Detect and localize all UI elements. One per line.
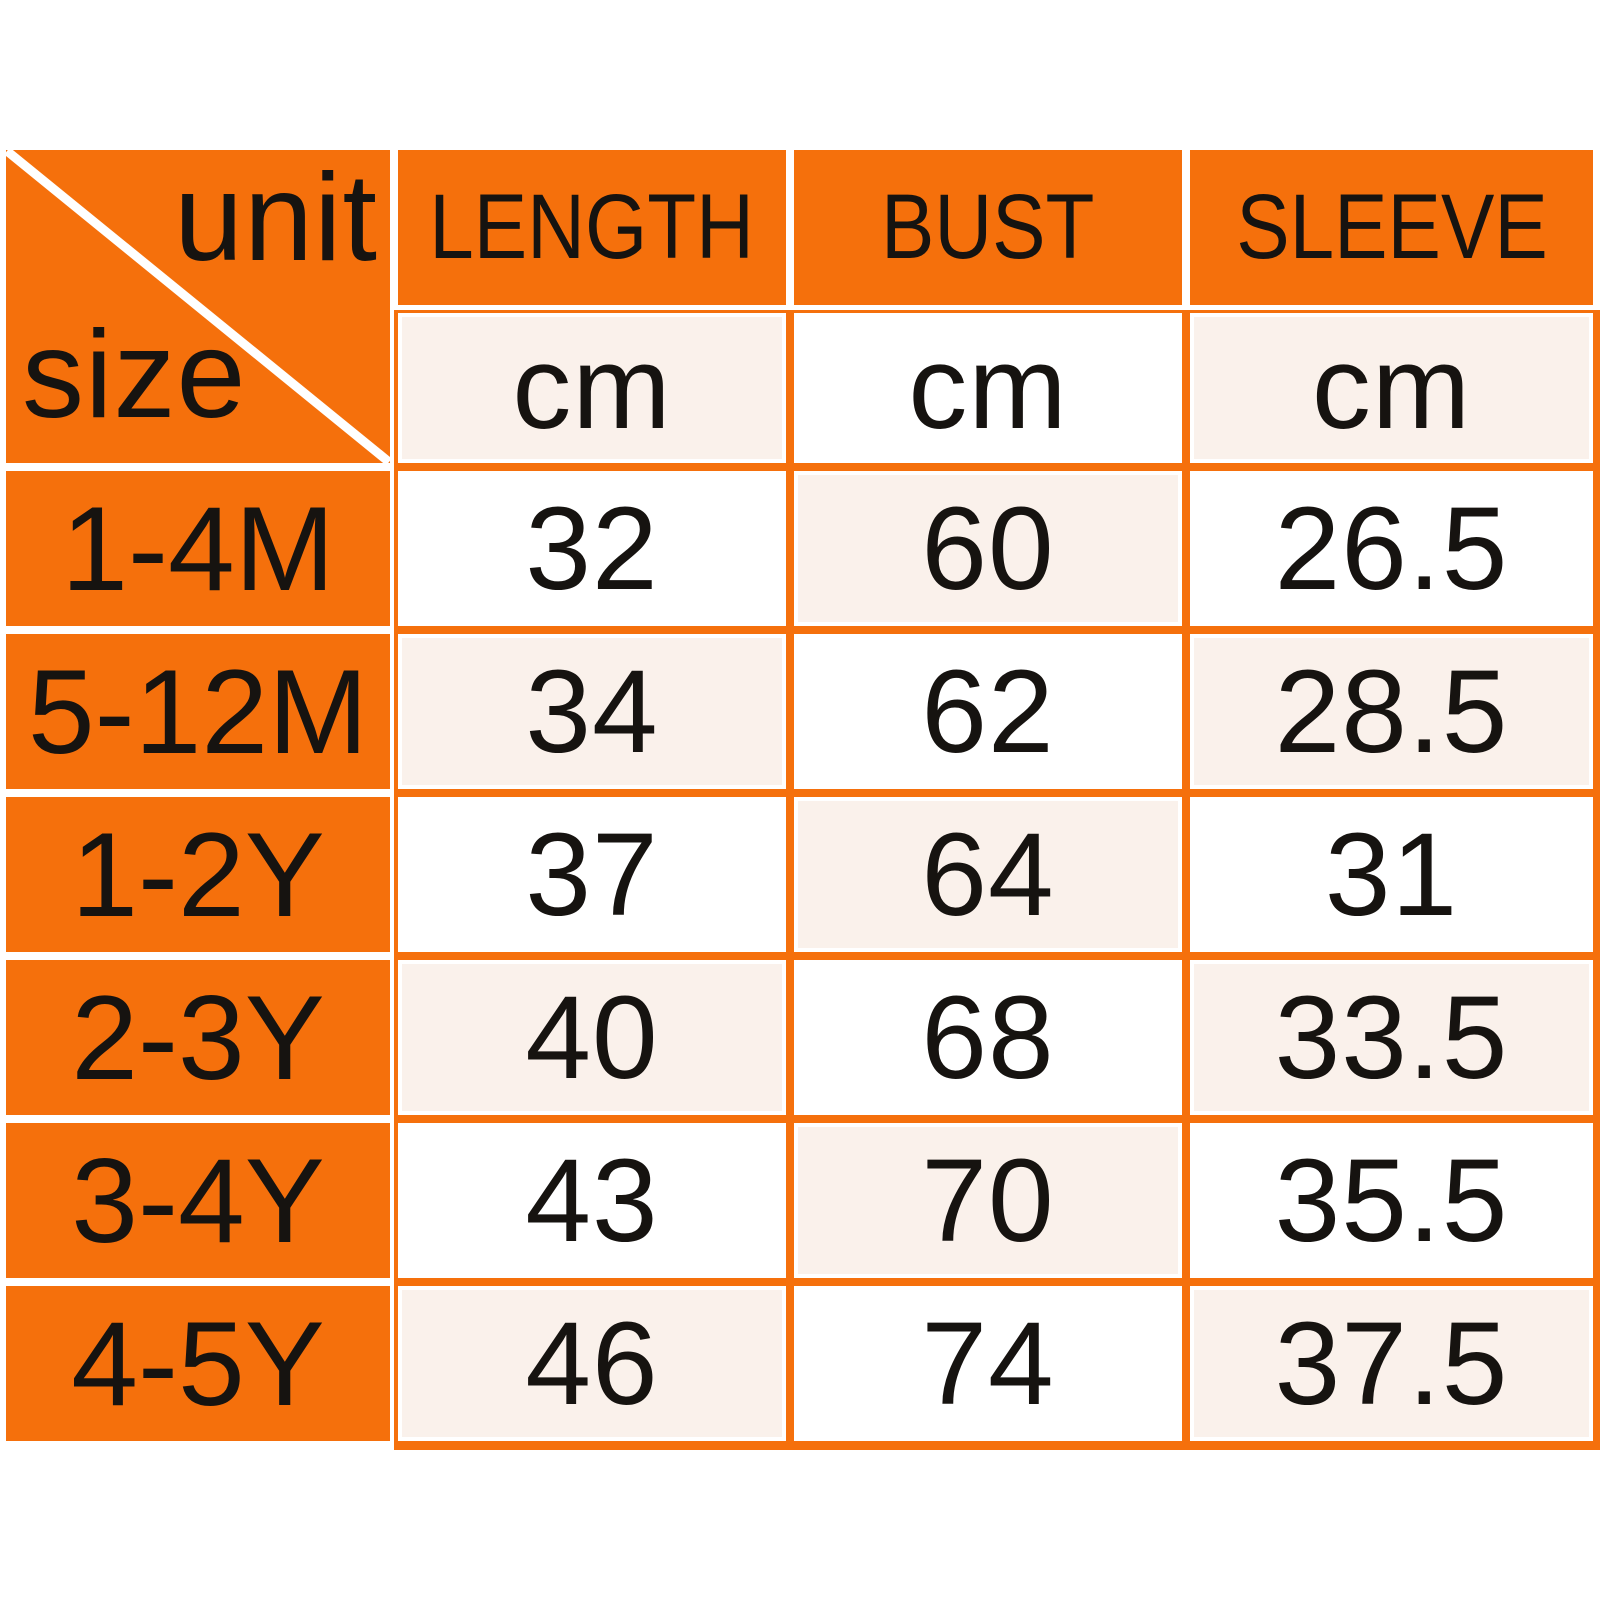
cell-value: 43 xyxy=(525,1134,659,1267)
column-header-bust: BUST xyxy=(794,150,1182,305)
column-header-length: LENGTH xyxy=(398,150,786,305)
table-grid: unit size LENGTH BUST SLEEVE cm cm cm xyxy=(6,150,1593,1441)
cell-4-5y-bust: 74 xyxy=(794,1286,1182,1441)
corner-header-cell: unit size xyxy=(6,150,390,463)
row-header-label: 5-12M xyxy=(27,644,369,779)
cell-1-2y-bust: 64 xyxy=(794,797,1182,952)
cell-1-2y-length: 37 xyxy=(398,797,786,952)
cell-3-4y-bust: 70 xyxy=(794,1123,1182,1278)
cell-value: 64 xyxy=(921,808,1055,941)
cell-1-4m-sleeve: 26.5 xyxy=(1190,471,1593,626)
cell-3-4y-sleeve: 35.5 xyxy=(1190,1123,1593,1278)
cell-5-12m-sleeve: 28.5 xyxy=(1190,634,1593,789)
row-header-1-4m: 1-4M xyxy=(6,471,390,626)
cell-value: 37.5 xyxy=(1274,1297,1509,1430)
cell-value: 70 xyxy=(921,1134,1055,1267)
column-header-length-label: LENGTH xyxy=(429,176,755,278)
row-header-label: 1-4M xyxy=(61,481,335,616)
corner-size-label: size xyxy=(22,306,247,444)
cell-value: 40 xyxy=(525,971,659,1104)
size-chart-table: unit size LENGTH BUST SLEEVE cm cm cm xyxy=(6,150,1600,1450)
cell-2-3y-bust: 68 xyxy=(794,960,1182,1115)
cell-value: 62 xyxy=(921,645,1055,778)
row-header-label: 1-2Y xyxy=(71,807,325,942)
row-header-label: 2-3Y xyxy=(71,970,325,1105)
row-header-label: 4-5Y xyxy=(71,1296,325,1431)
cell-1-4m-bust: 60 xyxy=(794,471,1182,626)
cell-value: 28.5 xyxy=(1274,645,1509,778)
row-header-4-5y: 4-5Y xyxy=(6,1286,390,1441)
cell-5-12m-bust: 62 xyxy=(794,634,1182,789)
row-header-3-4y: 3-4Y xyxy=(6,1123,390,1278)
unit-cell-sleeve: cm xyxy=(1190,313,1593,463)
cell-value: 35.5 xyxy=(1274,1134,1509,1267)
cell-4-5y-length: 46 xyxy=(398,1286,786,1441)
row-header-label: 3-4Y xyxy=(71,1133,325,1268)
cell-value: 26.5 xyxy=(1274,482,1509,615)
unit-cell-length: cm xyxy=(398,313,786,463)
row-header-1-2y: 1-2Y xyxy=(6,797,390,952)
cell-value: 60 xyxy=(921,482,1055,615)
unit-cell-bust: cm xyxy=(794,313,1182,463)
cell-2-3y-length: 40 xyxy=(398,960,786,1115)
diagonal-divider-line xyxy=(6,150,390,463)
cell-value: 46 xyxy=(525,1297,659,1430)
cell-value: 31 xyxy=(1324,808,1459,941)
cell-value: 33.5 xyxy=(1274,971,1509,1104)
unit-cell-bust-text: cm xyxy=(908,322,1068,454)
corner-unit-label: unit xyxy=(174,150,378,287)
column-header-sleeve-label: SLEEVE xyxy=(1235,176,1548,278)
cell-value: 34 xyxy=(525,645,659,778)
cell-value: 74 xyxy=(921,1297,1055,1430)
cell-value: 37 xyxy=(525,808,659,941)
unit-cell-sleeve-text: cm xyxy=(1311,322,1472,454)
column-header-bust-label: BUST xyxy=(881,176,1095,278)
cell-4-5y-sleeve: 37.5 xyxy=(1190,1286,1593,1441)
cell-value: 68 xyxy=(921,971,1055,1104)
row-header-5-12m: 5-12M xyxy=(6,634,390,789)
cell-1-2y-sleeve: 31 xyxy=(1190,797,1593,952)
unit-cell-length-text: cm xyxy=(512,322,672,454)
cell-value: 32 xyxy=(525,482,659,615)
cell-3-4y-length: 43 xyxy=(398,1123,786,1278)
cell-2-3y-sleeve: 33.5 xyxy=(1190,960,1593,1115)
cell-1-4m-length: 32 xyxy=(398,471,786,626)
row-header-2-3y: 2-3Y xyxy=(6,960,390,1115)
cell-5-12m-length: 34 xyxy=(398,634,786,789)
column-header-sleeve: SLEEVE xyxy=(1190,150,1593,305)
